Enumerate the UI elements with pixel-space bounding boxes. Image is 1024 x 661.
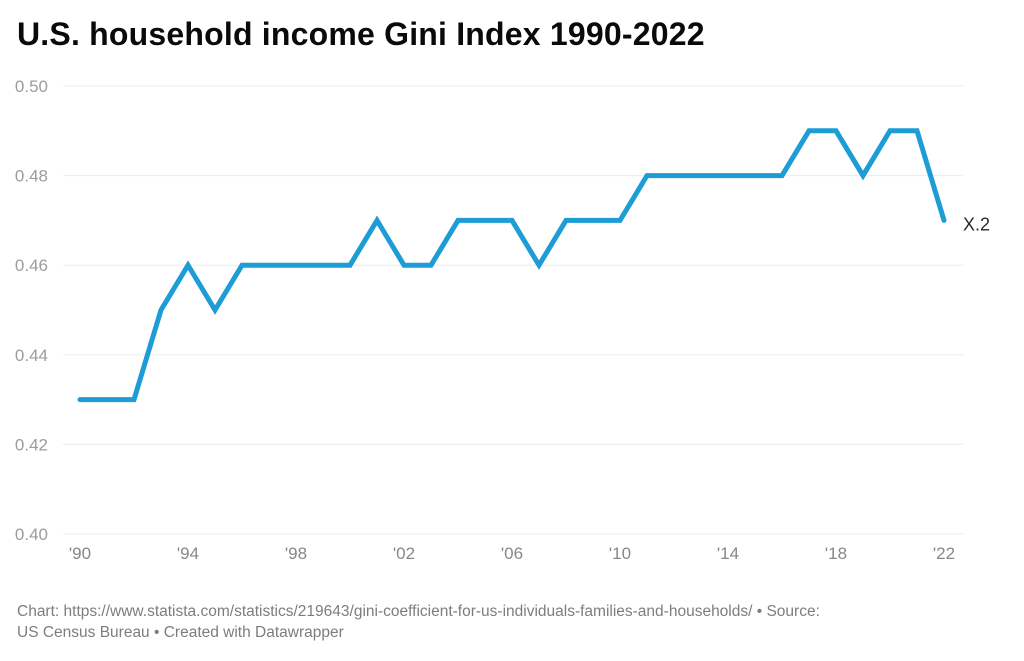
y-axis-tick-label: 0.46 <box>15 256 48 275</box>
footer-credit-line: US Census Bureau • Created with Datawrap… <box>17 624 344 641</box>
x-axis-tick-label: '98 <box>285 544 307 563</box>
y-axis-tick-label: 0.50 <box>15 77 48 96</box>
x-axis-tick-label: '90 <box>69 544 91 563</box>
chart-title: U.S. household income Gini Index 1990-20… <box>17 16 705 52</box>
x-axis-tick-label: '10 <box>609 544 631 563</box>
x-axis-tick-label: '02 <box>393 544 415 563</box>
x-axis-tick-label: '18 <box>825 544 847 563</box>
end-value-label: X.2 <box>963 214 990 234</box>
y-axis-tick-label: 0.40 <box>15 525 48 544</box>
x-axis-tick-label: '94 <box>177 544 199 563</box>
chart-footer: Chart: https://www.statista.com/statisti… <box>17 601 1007 643</box>
y-axis-tick-label: 0.44 <box>15 346 48 365</box>
x-axis-tick-label: '22 <box>933 544 955 563</box>
footer-source-line: Chart: https://www.statista.com/statisti… <box>17 603 820 620</box>
y-axis-tick-label: 0.42 <box>15 435 48 454</box>
gini-index-line <box>77 128 947 403</box>
x-axis-tick-label: '06 <box>501 544 523 563</box>
x-axis-tick-label: '14 <box>717 544 739 563</box>
y-axis-tick-label: 0.48 <box>15 167 48 186</box>
